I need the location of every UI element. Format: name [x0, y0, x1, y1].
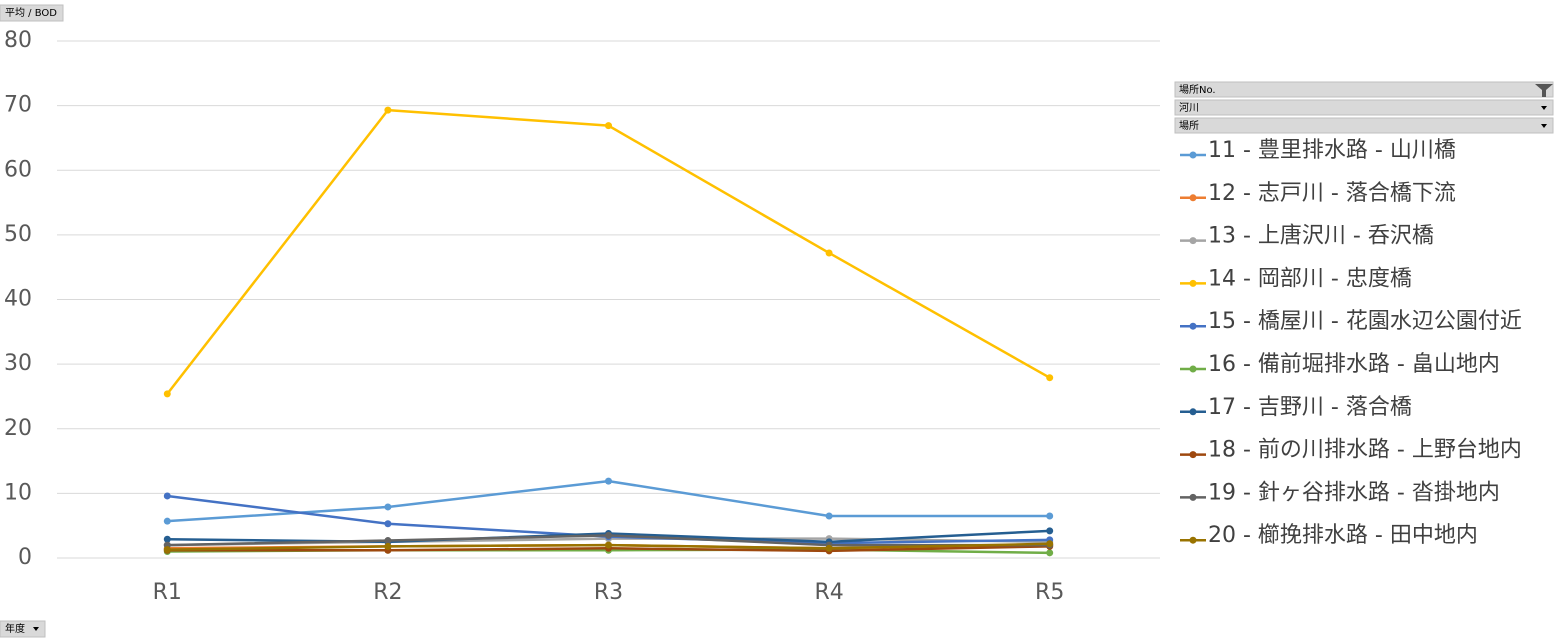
legend-swatch-dot	[1189, 451, 1197, 459]
y-tick-label: 30	[4, 351, 32, 376]
data-point	[1046, 512, 1054, 520]
data-point	[163, 492, 171, 500]
data-point	[384, 520, 392, 528]
legend-label: 19 - 針ヶ谷排水路 - 沓掛地内	[1208, 480, 1500, 505]
data-point	[163, 546, 171, 554]
data-point	[825, 249, 833, 257]
legend-label: 20 - 櫛挽排水路 - 田中地内	[1208, 523, 1478, 548]
data-point	[1046, 374, 1054, 382]
legend-swatch-dot	[1189, 493, 1197, 501]
legend-label: 18 - 前の川排水路 - 上野台地内	[1208, 438, 1522, 463]
y-tick-label: 10	[4, 480, 32, 505]
legend-field-button[interactable]	[1174, 117, 1554, 134]
legend-label: 17 - 吉野川 - 落合橋	[1208, 395, 1412, 420]
data-point	[163, 535, 171, 543]
button-label: 平均 / BOD	[5, 7, 57, 19]
legend-field-button[interactable]	[1174, 81, 1554, 98]
data-point	[605, 531, 612, 539]
data-point	[605, 122, 612, 130]
legend-swatch-dot	[1189, 237, 1197, 245]
data-point	[1046, 527, 1054, 535]
x-tick-label: R1	[153, 580, 182, 605]
data-point	[825, 544, 833, 552]
axis-field-button[interactable]: 年度	[0, 620, 46, 638]
button-box	[0, 4, 64, 22]
y-tick-label: 70	[4, 93, 32, 118]
x-tick-label: R2	[373, 580, 402, 605]
data-point	[384, 503, 392, 511]
legend-swatch-dot	[1189, 279, 1197, 287]
x-tick-label: R3	[594, 580, 623, 605]
legend-label: 14 - 岡部川 - 忠度橋	[1208, 266, 1412, 291]
filter-icon	[1535, 84, 1553, 97]
data-point	[605, 477, 612, 485]
legend-label: 11 - 豊里排水路 - 山川橋	[1208, 138, 1456, 163]
legend-swatch-dot	[1189, 365, 1197, 373]
data-point	[384, 542, 392, 550]
data-point	[163, 517, 171, 525]
legend-swatch-dot	[1189, 151, 1197, 159]
legend-label: 12 - 志戸川 - 落合橋下流	[1208, 181, 1456, 206]
legend-field-button[interactable]	[1174, 99, 1554, 116]
x-tick-label: R5	[1035, 580, 1064, 605]
legend-swatch-dot	[1189, 536, 1197, 544]
y-tick-label: 20	[4, 416, 32, 441]
legend-swatch-dot	[1189, 322, 1197, 330]
value-field-button[interactable]: 平均 / BOD	[0, 4, 64, 22]
button-label: 年度	[5, 622, 25, 635]
y-tick-label: 0	[18, 545, 32, 570]
button-label: 河川	[1179, 102, 1199, 114]
legend-label: 16 - 備前堀排水路 - 畠山地内	[1208, 352, 1500, 377]
legend-label: 13 - 上唐沢川 - 呑沢橋	[1208, 224, 1434, 249]
button-label: 場所	[1179, 119, 1199, 132]
dropdown-arrow	[33, 627, 39, 631]
legend-swatch-dot	[1189, 194, 1197, 202]
y-tick-label: 60	[4, 157, 32, 182]
dropdown-arrow	[1541, 106, 1547, 110]
legend-label: 15 - 橋屋川 - 花園水辺公園付近	[1208, 309, 1522, 334]
data-point	[384, 106, 392, 114]
y-tick-label: 40	[4, 287, 32, 312]
y-tick-label: 50	[4, 222, 32, 247]
data-point	[825, 512, 833, 520]
y-tick-label: 80	[4, 28, 32, 53]
data-point	[1046, 549, 1054, 557]
button-box	[0, 620, 46, 638]
data-point	[163, 390, 171, 398]
legend-swatch-dot	[1189, 408, 1197, 416]
dropdown-arrow	[1541, 124, 1547, 128]
data-point	[384, 537, 392, 545]
x-tick-label: R4	[814, 580, 843, 605]
data-point	[605, 541, 612, 549]
button-label: 場所No.	[1179, 83, 1216, 96]
data-point	[1046, 540, 1054, 548]
